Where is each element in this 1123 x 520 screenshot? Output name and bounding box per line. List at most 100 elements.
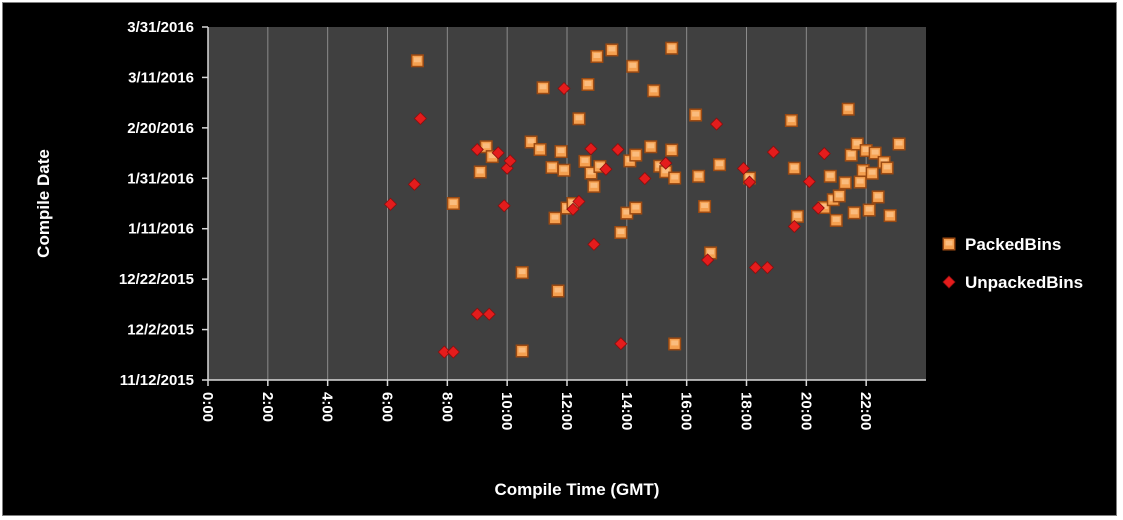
packedbins-point [554,145,568,159]
packedbins-point [883,209,897,223]
unpackedbins-point [701,253,715,267]
packedbins-point [473,165,487,179]
packedbins-point [446,197,460,210]
unpackedbins-point [587,237,601,251]
packedbins-point [829,213,843,227]
packedbins-point [581,77,595,91]
x-tick-label: 20:00 [797,392,814,430]
unpackedbins-point [811,201,825,215]
x-tick-label: 6:00 [379,392,396,422]
unpackedbins-point [802,174,816,189]
y-tick-label: 11/12/2015 [120,372,194,389]
unpackedbins-point [497,199,511,213]
unpackedbins-point [638,171,652,186]
packedbins-point [629,201,643,215]
unpackedbins-point [710,117,724,131]
y-axis-title: Compile Date [34,149,53,258]
packedbins-point [548,211,562,225]
packedbins-point [668,171,682,185]
unpackedbins-point [736,161,751,176]
packedbins-point [790,209,804,223]
packedbins-point [536,81,550,95]
packedbins-point [590,50,604,64]
x-tick-label: 0:00 [199,392,216,422]
packedbins-point [832,189,846,203]
x-tick-label: 22:00 [857,392,874,430]
unpackedbins-point [557,81,571,96]
scatter-chart: 11/12/2015 12/2/2015 12/22/2015 1/11/2016 1/… [34,19,1083,499]
packedbins-point [668,337,682,351]
x-tick-label: 2:00 [259,392,276,422]
packedbins-point [823,169,837,183]
packedbins-point [862,203,876,217]
unpackedbins-point [470,307,484,321]
packedbins-point [665,41,679,55]
packedbins-point [578,154,592,168]
y-tick-label: 2/20/2016 [127,120,194,137]
packedbins-point [545,160,559,174]
packedbins-point [533,143,547,157]
packedbins-point [865,166,879,180]
unpackedbins-point [383,197,398,211]
x-tick-label: 18:00 [738,392,755,430]
packedbins-point [614,225,628,239]
packedbins-point [698,200,712,214]
unpackedbins-point [446,345,460,359]
y-tick-label: 1/31/2016 [127,170,194,187]
packedbins-point [838,176,852,190]
packedbins-point [853,175,867,189]
packedbins-point [689,108,703,122]
packedbins-point [784,114,798,128]
y-tick-label: 3/11/2016 [128,69,194,86]
legend-label: PackedBins [965,235,1061,254]
unpackedbins-point [584,142,598,156]
unpackedbins-point [407,177,421,191]
packedbins-point [713,158,727,172]
legend-swatch-packedbins [942,237,956,251]
unpackedbins-point [470,142,484,157]
packedbins-point [841,102,855,116]
y-tick-label: 12/22/2015 [119,271,194,288]
packedbins-point [892,137,906,151]
unpackedbins-point [599,162,613,176]
unpackedbins-point [437,345,451,359]
unpackedbins-point [572,194,586,209]
packedbins-point [629,148,643,162]
x-tick-label: 8:00 [438,392,455,422]
unpackedbins-point [482,307,496,321]
packedbins-point [647,84,661,98]
packedbins-point [515,266,529,280]
x-tick-label: 10:00 [498,392,515,430]
legend-label: UnpackedBins [965,273,1083,292]
unpackedbins-point [503,154,517,168]
packedbins-point [692,169,706,183]
x-tick-label: 4:00 [319,392,336,422]
x-axis-title: Compile Time (GMT) [495,480,660,499]
packedbins-point [665,143,679,157]
packedbins-point [515,344,529,358]
unpackedbins-point [659,156,673,170]
packedbins-point [410,54,424,68]
unpackedbins-point [760,260,775,275]
unpackedbins-point [787,219,801,234]
x-tick-label: 16:00 [678,392,695,430]
x-tick-label: 12:00 [558,392,575,430]
packedbins-point [572,112,586,126]
unpackedbins-point [611,142,625,157]
unpackedbins-point [566,202,580,216]
unpackedbins-point [614,337,628,351]
packedbins-point [847,206,861,220]
packedbins-point [587,179,601,193]
unpackedbins-point [748,260,763,275]
packedbins-point [644,140,658,154]
packedbins-point [557,163,571,177]
packedbins-point [787,161,801,175]
y-tick-label: 1/11/2016 [128,221,194,238]
packedbins-point [871,190,885,204]
packedbins-point [880,161,894,175]
x-tick-label: 14:00 [618,392,635,430]
packedbins-point [844,148,858,162]
unpackedbins-point [413,111,427,126]
unpackedbins-point [491,146,505,160]
y-tick-label: 3/31/2016 [127,19,194,36]
